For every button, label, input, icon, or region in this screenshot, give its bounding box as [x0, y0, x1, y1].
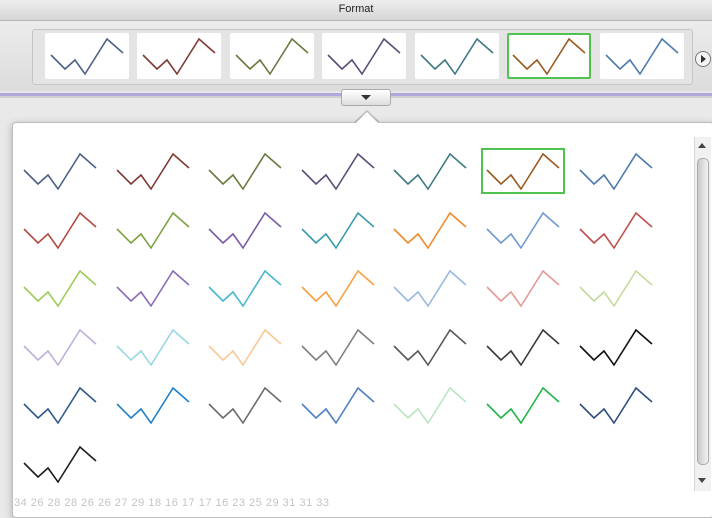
sparkline-style-option-13[interactable] — [481, 207, 565, 253]
ribbon-sparkline-style-6[interactable] — [507, 33, 591, 79]
sparkline-style-option-30[interactable] — [111, 382, 195, 428]
sparkline-preview-icon — [420, 37, 494, 76]
sparkline-style-option-9[interactable] — [111, 207, 195, 253]
sparkline-preview-icon — [116, 152, 190, 191]
sparkline-preview-icon — [116, 328, 190, 367]
sparkline-style-option-6[interactable] — [481, 148, 565, 194]
sparkline-style-option-17[interactable] — [203, 265, 287, 311]
sparkline-preview-icon — [235, 37, 309, 76]
sparkline-preview-icon — [208, 269, 282, 308]
sparkline-style-option-32[interactable] — [296, 382, 380, 428]
sparkline-preview-icon — [393, 152, 467, 191]
scroll-down-arrow-icon[interactable] — [694, 472, 710, 490]
sparkline-style-option-1[interactable] — [18, 148, 102, 194]
sparkline-style-option-7[interactable] — [574, 148, 658, 194]
sparkline-preview-icon — [579, 269, 653, 308]
sparkline-preview-icon — [579, 386, 653, 425]
sheet-cell-values: 34 26 28 28 26 26 27 29 18 16 17 17 16 2… — [14, 497, 330, 509]
sparkline-style-option-22[interactable] — [18, 324, 102, 370]
sparkline-preview-icon — [23, 211, 97, 250]
sparkline-style-option-26[interactable] — [388, 324, 472, 370]
sparkline-style-option-10[interactable] — [203, 207, 287, 253]
window-title: Format — [338, 3, 374, 15]
sparkline-style-option-15[interactable] — [18, 265, 102, 311]
sparkline-style-option-33[interactable] — [388, 382, 472, 428]
sparkline-preview-icon — [208, 211, 282, 250]
sparkline-style-option-5[interactable] — [388, 148, 472, 194]
sparkline-style-option-4[interactable] — [296, 148, 380, 194]
sparkline-preview-icon — [116, 269, 190, 308]
sparkline-preview-icon — [23, 445, 97, 484]
sparkline-preview-icon — [393, 328, 467, 367]
sparkline-preview-icon — [605, 37, 679, 76]
sparkline-preview-icon — [512, 37, 586, 76]
sparkline-style-option-12[interactable] — [388, 207, 472, 253]
sparkline-preview-icon — [142, 37, 216, 76]
sparkline-style-option-29[interactable] — [18, 382, 102, 428]
sparkline-preview-icon — [23, 328, 97, 367]
sparkline-preview-icon — [301, 211, 375, 250]
sparkline-preview-icon — [579, 328, 653, 367]
sparkline-preview-icon — [208, 386, 282, 425]
sparkline-style-option-2[interactable] — [111, 148, 195, 194]
sparkline-style-option-19[interactable] — [388, 265, 472, 311]
sparkline-preview-icon — [301, 152, 375, 191]
ribbon-sparkline-style-3[interactable] — [230, 33, 314, 79]
sparkline-preview-icon — [393, 269, 467, 308]
sparkline-preview-icon — [486, 152, 560, 191]
sparkline-style-option-24[interactable] — [203, 324, 287, 370]
sparkline-style-option-16[interactable] — [111, 265, 195, 311]
sparkline-preview-icon — [579, 152, 653, 191]
sparkline-preview-icon — [393, 386, 467, 425]
sparkline-preview-icon — [23, 269, 97, 308]
scroll-up-arrow-icon[interactable] — [694, 137, 710, 155]
sparkline-preview-icon — [301, 386, 375, 425]
sparkline-preview-icon — [23, 386, 97, 425]
sparkline-preview-icon — [327, 37, 401, 76]
sparkline-style-option-25[interactable] — [296, 324, 380, 370]
ribbon-sparkline-style-7[interactable] — [600, 33, 684, 79]
sparkline-preview-icon — [23, 152, 97, 191]
gallery-scroll-right-icon[interactable] — [695, 51, 711, 67]
sparkline-preview-icon — [208, 328, 282, 367]
sparkline-preview-icon — [116, 211, 190, 250]
sparkline-style-option-36[interactable] — [18, 441, 102, 487]
sparkline-preview-icon — [301, 328, 375, 367]
sparkline-style-option-27[interactable] — [481, 324, 565, 370]
window-title-bar: Format — [0, 0, 712, 21]
sparkline-style-option-3[interactable] — [203, 148, 287, 194]
sparkline-style-option-8[interactable] — [18, 207, 102, 253]
ribbon-sparkline-style-2[interactable] — [137, 33, 221, 79]
ribbon-sparkline-style-5[interactable] — [415, 33, 499, 79]
sparkline-preview-icon — [393, 211, 467, 250]
scrollbar-thumb[interactable] — [697, 158, 709, 465]
sparkline-style-option-23[interactable] — [111, 324, 195, 370]
sparkline-preview-icon — [50, 37, 124, 76]
sparkline-style-option-31[interactable] — [203, 382, 287, 428]
ribbon-sparkline-style-1[interactable] — [45, 33, 129, 79]
sparkline-preview-icon — [486, 211, 560, 250]
sparkline-style-option-11[interactable] — [296, 207, 380, 253]
sparkline-preview-icon — [486, 386, 560, 425]
sparkline-preview-icon — [116, 386, 190, 425]
sparkline-style-option-34[interactable] — [481, 382, 565, 428]
popover-pointer-fill — [356, 112, 378, 123]
sparkline-style-option-35[interactable] — [574, 382, 658, 428]
sparkline-style-option-28[interactable] — [574, 324, 658, 370]
sparkline-style-option-18[interactable] — [296, 265, 380, 311]
expand-gallery-button[interactable] — [341, 89, 391, 106]
sparkline-preview-icon — [579, 211, 653, 250]
ribbon-sparkline-style-4[interactable] — [322, 33, 406, 79]
sparkline-preview-icon — [486, 269, 560, 308]
sparkline-preview-icon — [486, 328, 560, 367]
sparkline-style-option-21[interactable] — [574, 265, 658, 311]
sparkline-style-option-14[interactable] — [574, 207, 658, 253]
sparkline-style-option-20[interactable] — [481, 265, 565, 311]
sparkline-preview-icon — [301, 269, 375, 308]
sparkline-preview-icon — [208, 152, 282, 191]
